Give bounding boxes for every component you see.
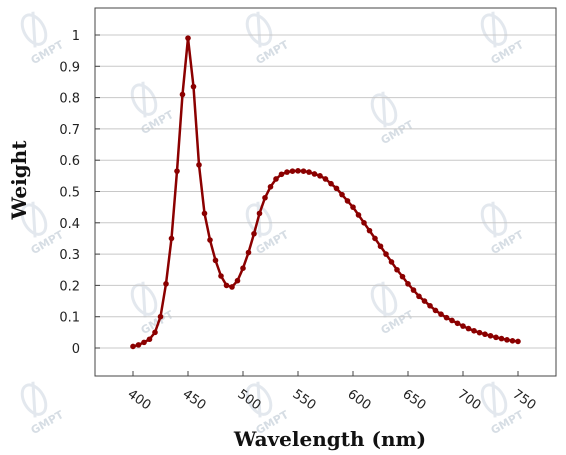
y-tick-label: 0.7 bbox=[59, 123, 80, 138]
data-point bbox=[256, 210, 263, 217]
data-point bbox=[432, 307, 439, 314]
data-point bbox=[388, 259, 395, 265]
data-point bbox=[493, 334, 499, 341]
data-point bbox=[311, 171, 318, 177]
y-tick-label: 0 bbox=[72, 342, 80, 357]
data-point bbox=[361, 220, 367, 226]
data-point bbox=[377, 243, 384, 250]
y-tick-label: 0.2 bbox=[59, 279, 80, 294]
data-point bbox=[185, 35, 191, 41]
data-point bbox=[284, 169, 290, 175]
data-point bbox=[168, 235, 175, 242]
data-point bbox=[427, 302, 433, 309]
data-point bbox=[421, 298, 428, 304]
data-point bbox=[295, 168, 301, 174]
data-point bbox=[454, 320, 461, 327]
x-axis-title: Wavelength (nm) bbox=[233, 427, 426, 451]
data-point bbox=[234, 277, 241, 284]
data-point bbox=[372, 235, 378, 242]
data-point bbox=[350, 204, 356, 210]
y-tick-label: 1 bbox=[72, 29, 80, 44]
y-tick-label: 0.5 bbox=[59, 186, 80, 201]
data-point bbox=[130, 343, 136, 350]
series-points bbox=[130, 35, 521, 350]
data-point bbox=[207, 237, 213, 243]
data-point bbox=[212, 257, 219, 264]
data-point bbox=[218, 273, 224, 279]
data-point bbox=[416, 293, 422, 300]
data-point bbox=[328, 180, 334, 187]
data-point bbox=[196, 162, 202, 168]
data-point bbox=[355, 212, 362, 218]
y-axis-ticks: 0 0.1 0.2 0.3 0.4 0.5 0.6 0.7 0.8 0.9 1 bbox=[59, 29, 100, 357]
data-point bbox=[339, 191, 345, 198]
data-point bbox=[229, 284, 235, 290]
data-point bbox=[333, 185, 340, 192]
data-point bbox=[267, 184, 274, 190]
data-point bbox=[383, 251, 389, 257]
y-tick-label: 0.9 bbox=[59, 60, 80, 75]
data-point bbox=[504, 337, 510, 343]
data-point bbox=[306, 169, 312, 175]
grid-lines bbox=[95, 34, 556, 349]
y-tick-label: 0.6 bbox=[59, 154, 80, 169]
y-tick-label: 0.3 bbox=[59, 248, 80, 263]
data-point bbox=[201, 210, 208, 217]
data-point bbox=[438, 311, 444, 318]
data-point bbox=[245, 249, 252, 256]
data-point bbox=[278, 171, 285, 178]
data-point bbox=[251, 230, 257, 237]
data-point bbox=[135, 342, 142, 348]
data-point bbox=[152, 329, 158, 336]
data-point bbox=[262, 194, 268, 201]
data-point bbox=[465, 325, 472, 332]
data-point bbox=[410, 287, 417, 293]
data-point bbox=[146, 336, 153, 343]
data-point bbox=[443, 314, 450, 321]
data-point bbox=[449, 317, 455, 324]
data-point bbox=[487, 332, 494, 339]
data-point bbox=[515, 338, 521, 345]
data-point bbox=[190, 83, 197, 90]
data-point bbox=[476, 329, 483, 336]
data-point bbox=[344, 198, 351, 204]
data-point bbox=[273, 176, 279, 182]
data-point bbox=[405, 281, 411, 287]
data-point bbox=[394, 266, 400, 273]
data-point bbox=[300, 168, 307, 174]
y-tick-label: 0.8 bbox=[59, 92, 80, 107]
data-point bbox=[163, 281, 169, 287]
data-point bbox=[317, 173, 323, 179]
data-point bbox=[460, 323, 466, 329]
data-point bbox=[509, 338, 516, 344]
y-axis-title: Weight bbox=[7, 140, 31, 221]
y-tick-label: 0.4 bbox=[59, 217, 80, 232]
data-point bbox=[157, 313, 164, 320]
data-point bbox=[174, 168, 180, 174]
data-point bbox=[322, 176, 329, 182]
data-point bbox=[179, 91, 186, 98]
data-point bbox=[141, 339, 147, 346]
data-point bbox=[289, 168, 296, 174]
data-point bbox=[482, 331, 488, 338]
data-point bbox=[399, 273, 406, 280]
data-point bbox=[240, 265, 246, 271]
y-tick-label: 0.1 bbox=[59, 311, 80, 326]
data-point bbox=[223, 282, 230, 289]
data-point bbox=[366, 227, 373, 234]
data-point bbox=[498, 335, 505, 342]
data-point bbox=[471, 327, 477, 334]
